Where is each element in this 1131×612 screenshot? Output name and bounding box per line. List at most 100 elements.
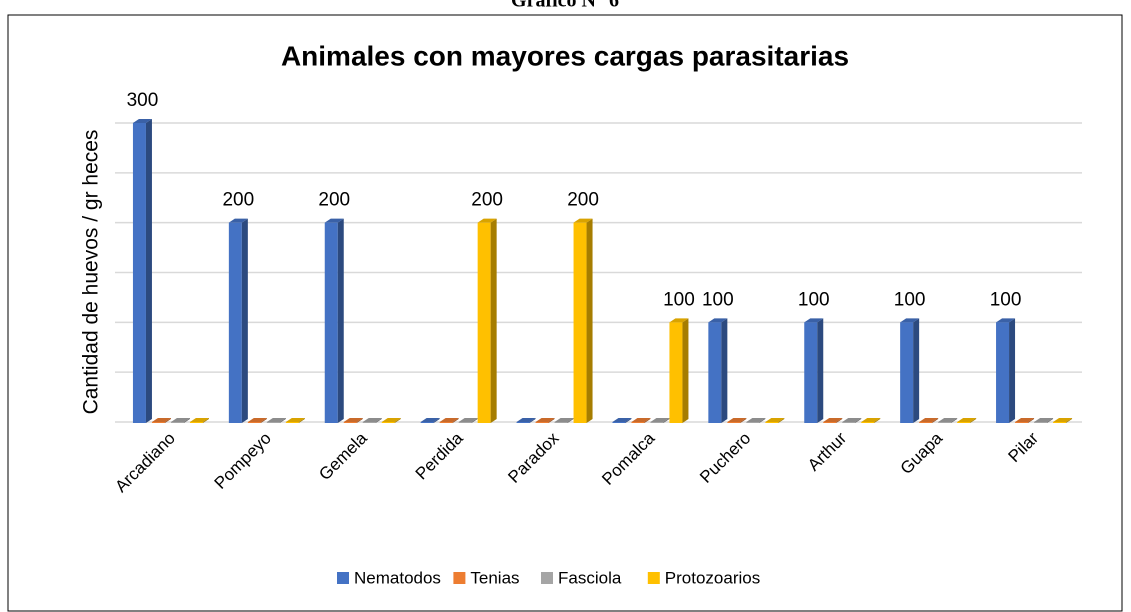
bar-front (535, 422, 549, 423)
bar (324, 218, 344, 423)
value-label: 100 (990, 289, 1022, 310)
value-label: 200 (567, 190, 599, 211)
chart-title: Animales con mayores cargas parasitarias (281, 40, 849, 71)
bar-side (183, 418, 190, 423)
bar-front (343, 422, 357, 423)
bar-front (420, 422, 434, 423)
bar-front (708, 322, 722, 423)
bar-top (765, 418, 785, 422)
bar-top (631, 418, 651, 422)
bar-side (337, 218, 344, 423)
bar-front (957, 422, 971, 423)
bar-front (804, 322, 818, 423)
bar-side (855, 418, 862, 423)
bar-top (573, 218, 593, 223)
bar-side (970, 418, 977, 423)
bar-top (1053, 418, 1073, 422)
bar (1015, 418, 1035, 423)
bar (746, 418, 766, 423)
bar-side (759, 418, 766, 423)
bar-top (612, 418, 632, 422)
bar (823, 418, 843, 423)
bar-front (170, 422, 184, 423)
bar-top (804, 318, 824, 323)
bar-top (727, 418, 747, 422)
bar-front (650, 422, 664, 423)
bar-side (644, 418, 651, 423)
bar (861, 418, 881, 423)
bar-side (356, 418, 363, 423)
bar (669, 318, 689, 423)
bar (631, 418, 651, 423)
bar-side (817, 318, 824, 423)
bar-top (900, 318, 920, 323)
value-label: 100 (798, 289, 830, 310)
legend-label: Nematodos (354, 568, 441, 587)
bar-front (823, 422, 837, 423)
bar-front (285, 422, 299, 423)
bar-front (554, 422, 568, 423)
bar-top (516, 418, 536, 422)
bar-front (439, 422, 453, 423)
bar (381, 418, 401, 423)
bar-front (573, 222, 587, 423)
bar-top (420, 418, 440, 422)
bar (957, 418, 977, 423)
bar-side (586, 218, 593, 423)
bar-front (612, 422, 626, 423)
bar-side (567, 418, 574, 423)
bar-side (279, 418, 286, 423)
bar-front (727, 422, 741, 423)
bar-front (861, 422, 875, 423)
header: Gráfico N° 6 (511, 0, 619, 12)
bar-front (477, 222, 491, 423)
bar (170, 418, 190, 423)
bar-top (343, 418, 363, 422)
bar-side (471, 418, 478, 423)
bar-top (189, 418, 209, 422)
bar-side (836, 418, 843, 423)
bar-front (746, 422, 760, 423)
bar-front (938, 422, 952, 423)
bar-top (362, 418, 382, 422)
chart-frame (7, 14, 1123, 612)
bar-side (202, 418, 209, 423)
bar-top (170, 418, 190, 422)
bar-side (164, 418, 171, 423)
bar (708, 318, 728, 423)
bar-front (458, 422, 472, 423)
legend-swatch (647, 572, 660, 584)
legend-label: Fasciola (558, 568, 622, 587)
bar (362, 418, 382, 423)
bar-front (381, 422, 395, 423)
bar-front (996, 322, 1010, 423)
bar (900, 318, 920, 423)
bar-front (228, 222, 242, 423)
bar (247, 418, 267, 423)
bar-top (439, 418, 459, 422)
bar (343, 418, 363, 423)
bar (804, 318, 824, 423)
bar-side (951, 418, 958, 423)
bar-top (554, 418, 574, 422)
bar-front (900, 322, 914, 423)
bar (151, 418, 171, 423)
bar-front (132, 123, 146, 423)
bar (132, 119, 152, 423)
bar-front (1015, 422, 1029, 423)
value-label: 200 (222, 190, 254, 211)
value-label: 100 (702, 289, 734, 310)
legend-label: Protozoarios (665, 568, 760, 587)
bar-front (151, 422, 165, 423)
bar-top (535, 418, 555, 422)
bar-front (324, 222, 338, 423)
bar (842, 418, 862, 423)
bar-top (996, 318, 1016, 323)
bar-side (433, 418, 440, 423)
bar (189, 418, 209, 423)
bar (996, 318, 1016, 423)
bar (477, 218, 497, 423)
bar-front (362, 422, 376, 423)
bar (420, 418, 440, 423)
